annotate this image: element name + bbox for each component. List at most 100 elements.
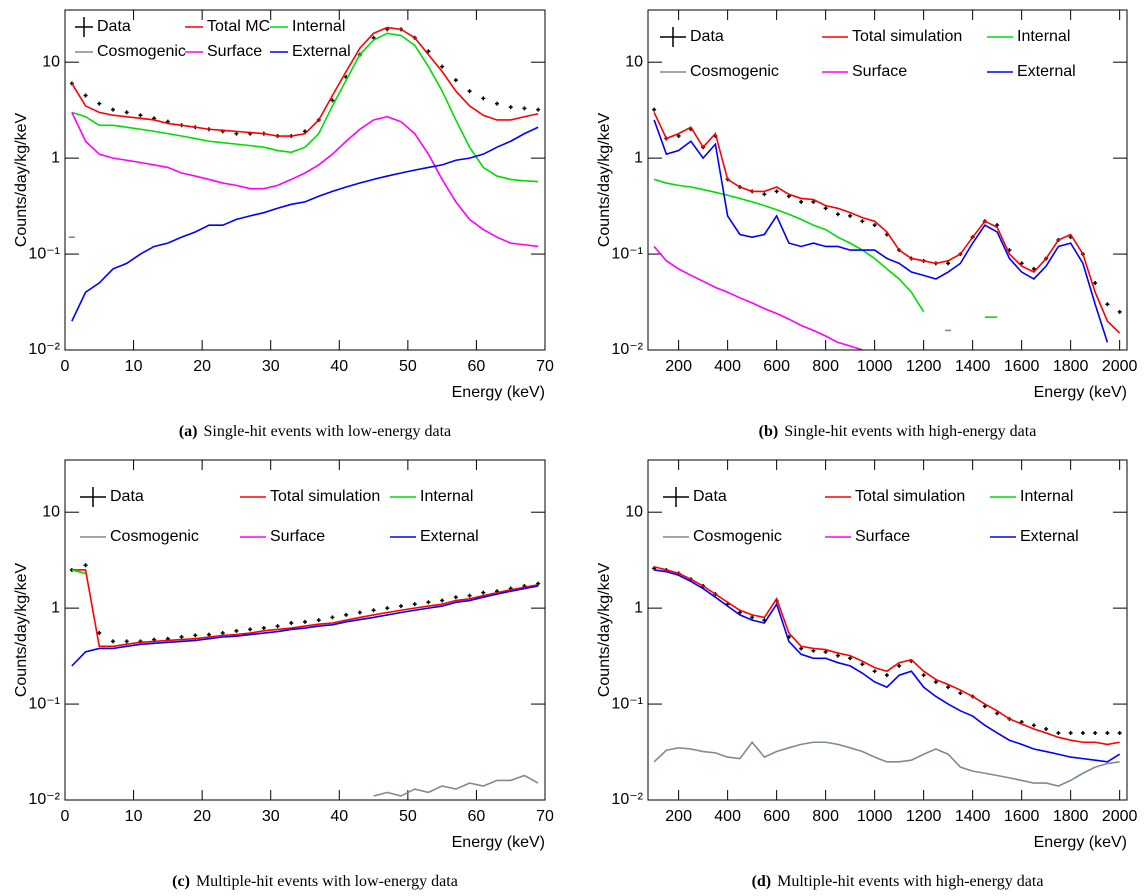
data-point <box>921 673 926 678</box>
data-point <box>848 213 853 218</box>
x-tick-label: 1000 <box>857 808 893 825</box>
data-point <box>1117 309 1122 314</box>
y-tick-label: 10 <box>625 53 643 70</box>
legend-label: Data <box>97 18 131 35</box>
data-point <box>303 619 307 624</box>
legend-label: Cosmogenic <box>693 528 782 545</box>
legend-marker <box>663 487 689 507</box>
x-tick-label: 200 <box>665 358 692 375</box>
data-point <box>316 618 321 623</box>
legend-marker <box>660 27 686 47</box>
caption-text: Single-hit events with low-energy data <box>204 423 452 440</box>
x-tick-label: 800 <box>812 808 839 825</box>
plot-area <box>69 563 541 797</box>
caption-label: (a) <box>179 423 198 440</box>
data-point <box>248 627 253 632</box>
series-line <box>653 740 1120 787</box>
y-tick-label: 1 <box>51 599 60 616</box>
data-point <box>481 590 486 595</box>
panel: 10⁻² 10⁻¹ 1 10 200 400 600 800 1000 1200 1400 1600 1… <box>596 459 1138 890</box>
data-point <box>481 96 486 101</box>
x-tick-label: 70 <box>536 808 554 825</box>
data-point <box>371 35 376 40</box>
y-tick-label: 10⁻¹ <box>28 245 60 262</box>
x-tick-label: 800 <box>812 358 839 375</box>
data-point <box>234 131 239 136</box>
data-point <box>884 673 889 678</box>
caption-text: Single-hit events with high-energy data <box>784 423 1036 440</box>
data-point <box>933 679 938 684</box>
caption-label: (b) <box>759 423 779 440</box>
series-line <box>71 569 539 648</box>
data-point <box>995 711 1000 716</box>
legend-label: Surface <box>852 63 907 80</box>
data-point <box>111 639 115 644</box>
data-point <box>799 199 804 204</box>
series-line <box>653 119 1109 343</box>
y-tick-label: 10⁻² <box>611 341 643 358</box>
data-point <box>676 134 681 139</box>
data-point <box>124 110 129 115</box>
data-point <box>412 602 417 607</box>
panel: 10⁻² 10⁻¹ 1 10 0 10 20 30 40 50 60 70 Energy (keV) Co… <box>13 459 554 890</box>
series-line <box>653 178 925 313</box>
x-tick-label: 1400 <box>955 808 991 825</box>
data-point <box>357 610 362 615</box>
panel: 10⁻² 10⁻¹ 1 10 0 10 20 30 40 50 60 70 Energy (keV) Co… <box>13 9 554 440</box>
data-point <box>1031 723 1036 728</box>
data-point <box>97 631 102 636</box>
series-line <box>71 32 539 183</box>
legend-label: External <box>292 43 351 60</box>
data-point <box>330 615 335 620</box>
series-line <box>71 26 539 137</box>
data-point <box>261 626 266 631</box>
legend-label: Total MC <box>207 18 270 35</box>
x-tick-label: 10 <box>125 808 143 825</box>
plot-frame <box>64 459 546 801</box>
legend-label: Cosmogenic <box>97 43 186 60</box>
data-point <box>275 624 280 629</box>
data-point <box>440 598 445 603</box>
legend-label: Data <box>110 488 144 505</box>
x-tick-label: 60 <box>468 808 486 825</box>
x-tick-label: 40 <box>330 808 348 825</box>
data-point <box>750 615 755 620</box>
legend-marker <box>75 17 93 37</box>
x-tick-label: 40 <box>330 358 348 375</box>
data-point <box>83 563 88 568</box>
data-point <box>426 600 431 605</box>
x-tick-label: 60 <box>468 358 486 375</box>
legend-label: External <box>1017 63 1076 80</box>
y-tick-label: 10⁻² <box>28 791 60 808</box>
data-point <box>467 89 472 94</box>
series-line <box>71 126 539 322</box>
data-point <box>111 107 115 112</box>
x-tick-label: 1600 <box>1004 358 1040 375</box>
data-point <box>872 669 877 674</box>
plot-area <box>652 107 1122 350</box>
x-tick-label: 1600 <box>1004 808 1040 825</box>
series-line <box>654 569 1121 763</box>
y-axis-label: Counts/day/kg/keV <box>13 563 30 698</box>
caption-label: (c) <box>172 873 190 890</box>
plot-frame <box>64 9 546 351</box>
series-line <box>653 112 1121 334</box>
data-point <box>83 93 88 98</box>
data-point <box>453 78 458 83</box>
series-line <box>71 585 539 667</box>
data-point <box>860 662 865 667</box>
caption-text: Multiple-hit events with high-energy dat… <box>777 873 1043 890</box>
data-point <box>737 610 742 615</box>
y-tick-label: 10⁻² <box>611 791 643 808</box>
y-tick-label: 1 <box>634 599 643 616</box>
y-tick-label: 10 <box>625 503 643 520</box>
legend-label: External <box>420 528 479 545</box>
data-point <box>234 628 239 633</box>
x-tick-label: 400 <box>714 808 741 825</box>
plot-area <box>652 565 1122 787</box>
data-point <box>97 101 102 106</box>
series-line <box>373 774 539 797</box>
y-tick-label: 1 <box>51 149 60 166</box>
data-point <box>946 261 951 266</box>
